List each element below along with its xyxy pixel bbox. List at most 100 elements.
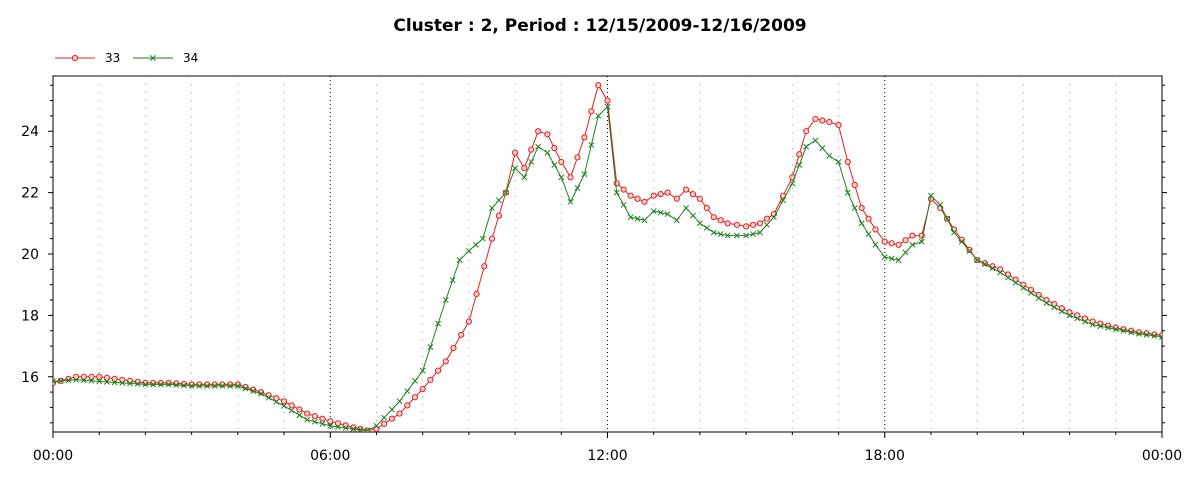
data-point bbox=[683, 205, 690, 211]
data-point bbox=[227, 383, 234, 389]
data-point bbox=[710, 229, 717, 236]
x-tick-label: 00:00 bbox=[33, 448, 73, 464]
data-point bbox=[581, 134, 588, 141]
data-point bbox=[373, 422, 380, 429]
data-point bbox=[1005, 274, 1011, 281]
data-point bbox=[488, 235, 496, 242]
data-point bbox=[126, 377, 134, 384]
y-tick-label: 20 bbox=[21, 247, 39, 263]
data-point bbox=[763, 221, 770, 228]
data-point bbox=[733, 221, 740, 228]
data-point bbox=[80, 377, 87, 384]
data-point bbox=[627, 192, 634, 199]
data-point bbox=[989, 265, 996, 272]
data-point bbox=[895, 241, 902, 248]
data-point bbox=[844, 158, 851, 166]
data-point bbox=[696, 195, 704, 202]
data-point bbox=[844, 189, 851, 196]
chart-title: Cluster : 2, Period : 12/15/2009-12/16/2… bbox=[393, 16, 806, 36]
data-point bbox=[895, 257, 902, 264]
y-axis: 16 18 20 22 24 bbox=[21, 84, 1167, 424]
data-point bbox=[465, 247, 472, 254]
data-point bbox=[664, 211, 671, 218]
data-point bbox=[211, 383, 218, 389]
data-point bbox=[311, 418, 318, 425]
data-point bbox=[1082, 318, 1088, 325]
data-point bbox=[127, 380, 133, 387]
data-point bbox=[350, 425, 357, 432]
data-point bbox=[909, 241, 916, 248]
data-point bbox=[981, 261, 988, 268]
data-point bbox=[450, 345, 457, 352]
data-point bbox=[419, 385, 426, 393]
data-point bbox=[544, 131, 551, 138]
data-point bbox=[88, 373, 95, 380]
data-point bbox=[502, 189, 509, 196]
data-point bbox=[682, 186, 690, 193]
data-point bbox=[673, 195, 680, 202]
data-point bbox=[812, 137, 819, 144]
data-point bbox=[427, 376, 434, 383]
legend-label: 34 bbox=[183, 51, 198, 65]
data-point bbox=[1074, 315, 1081, 322]
data-point bbox=[757, 229, 763, 236]
data-point bbox=[265, 394, 272, 401]
y-tick-label: 24 bbox=[21, 124, 39, 140]
y-tick-label: 16 bbox=[21, 370, 39, 386]
data-point bbox=[1159, 333, 1162, 340]
data-point bbox=[937, 201, 944, 208]
data-point bbox=[872, 226, 879, 233]
data-point bbox=[521, 174, 528, 181]
y-tick-label: 22 bbox=[21, 186, 39, 202]
data-point bbox=[165, 381, 172, 388]
data-point bbox=[763, 215, 771, 222]
data-point bbox=[150, 381, 157, 388]
data-point bbox=[173, 381, 180, 388]
data-point bbox=[756, 220, 764, 227]
data-point bbox=[812, 115, 819, 123]
data-point bbox=[281, 402, 287, 409]
x-tick-label: 00:00 bbox=[1142, 448, 1182, 464]
data-point bbox=[442, 358, 449, 365]
data-point bbox=[574, 185, 581, 191]
data-point bbox=[944, 215, 951, 222]
data-point bbox=[796, 151, 803, 158]
legend-label: 33 bbox=[105, 51, 120, 65]
data-point bbox=[234, 383, 241, 389]
data-point bbox=[528, 158, 535, 165]
data-point bbox=[103, 374, 111, 381]
data-point bbox=[134, 380, 141, 387]
data-point bbox=[641, 198, 648, 205]
data-point bbox=[595, 112, 602, 119]
x-tick-label: 18:00 bbox=[865, 448, 905, 464]
data-point bbox=[88, 377, 95, 384]
data-point bbox=[304, 416, 311, 423]
data-point bbox=[280, 398, 288, 405]
data-point bbox=[803, 143, 810, 150]
data-point bbox=[465, 318, 472, 325]
data-point bbox=[250, 388, 257, 395]
data-point bbox=[819, 145, 826, 152]
data-point bbox=[288, 402, 295, 409]
data-point bbox=[257, 390, 264, 397]
data-point bbox=[951, 229, 958, 236]
data-point bbox=[1058, 308, 1065, 315]
data-point bbox=[511, 149, 519, 156]
data-point bbox=[749, 221, 757, 228]
data-point bbox=[188, 383, 195, 389]
data-point bbox=[489, 205, 495, 211]
y-tick-label: 18 bbox=[21, 308, 39, 324]
data-point bbox=[650, 208, 657, 214]
legend: 33 34 bbox=[55, 51, 198, 65]
data-point bbox=[743, 232, 750, 239]
data-point bbox=[495, 212, 503, 219]
data-point bbox=[53, 378, 56, 385]
data-point bbox=[613, 189, 620, 196]
legend-marker bbox=[150, 55, 156, 61]
data-point bbox=[902, 249, 909, 256]
x-tick-label: 12:00 bbox=[587, 448, 627, 464]
data-point bbox=[657, 209, 664, 216]
data-point bbox=[835, 158, 842, 165]
data-point bbox=[404, 388, 411, 395]
